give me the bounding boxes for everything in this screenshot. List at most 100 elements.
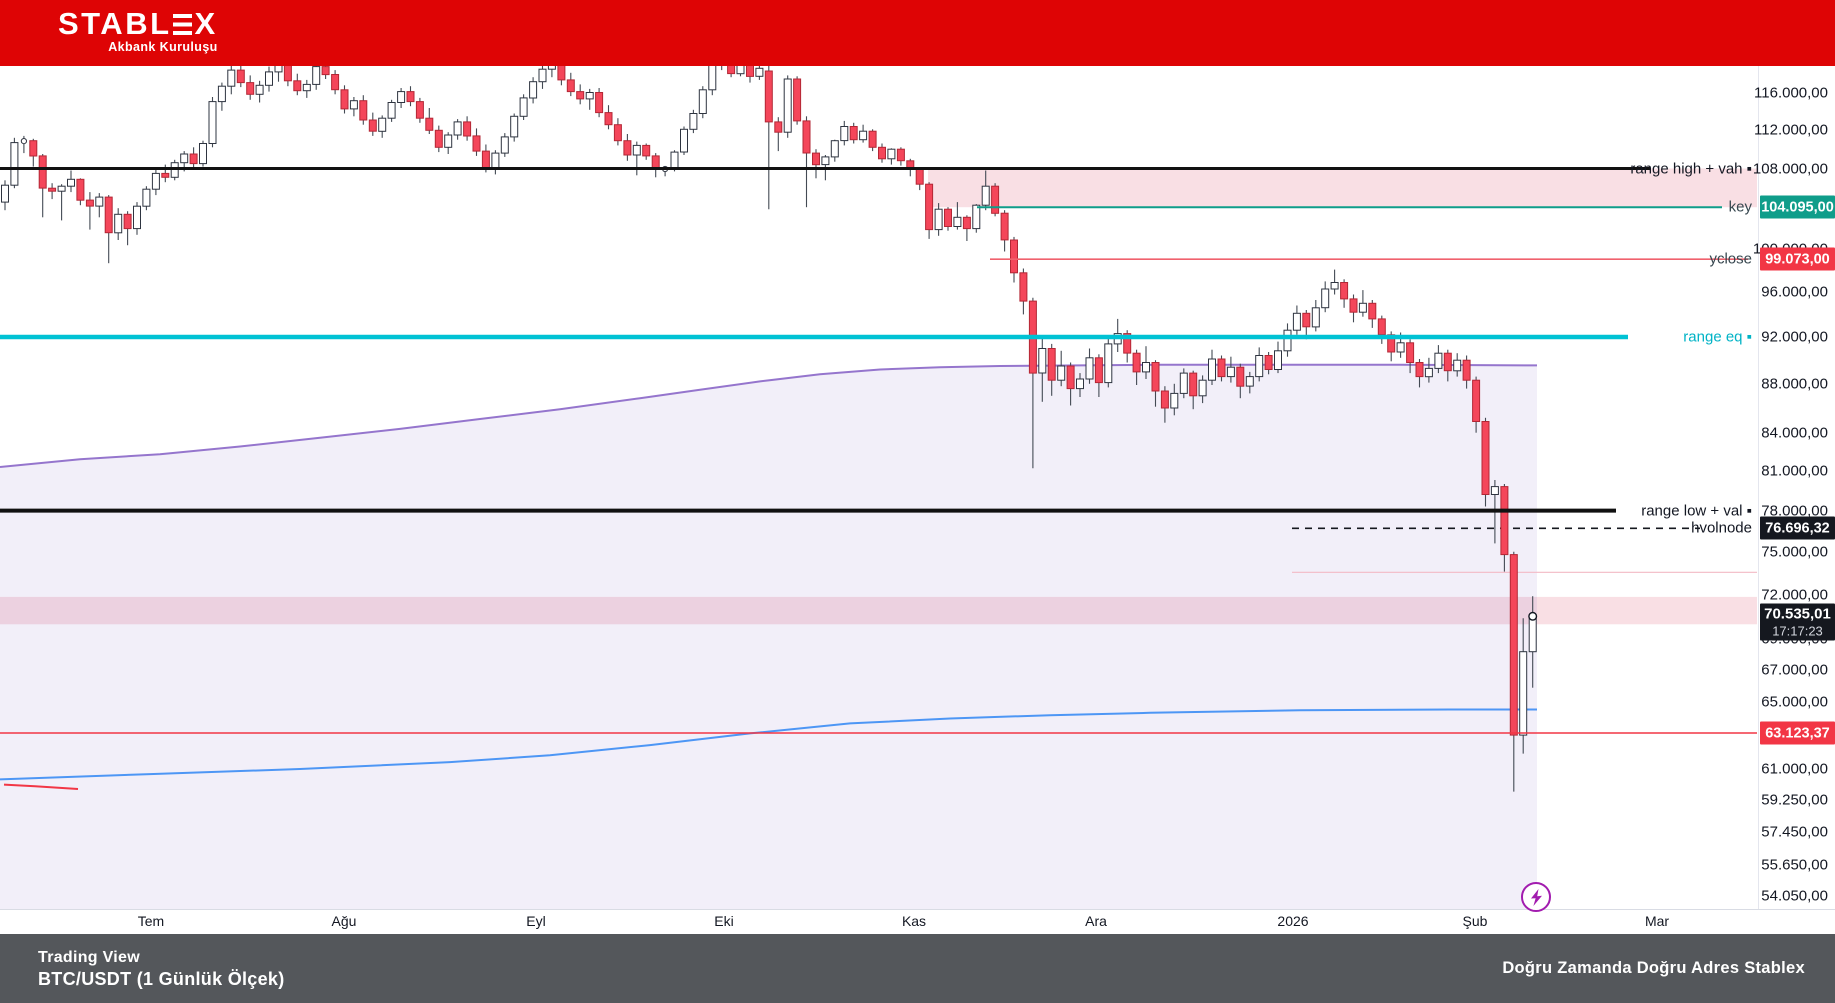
candle [595, 92, 604, 114]
candle [1472, 379, 1481, 423]
candle [236, 69, 245, 84]
candle [708, 66, 717, 91]
header-bar: STABL X Akbank Kuruluşu [0, 0, 1835, 66]
price-tick-label: 78.000,00 [1761, 502, 1828, 520]
candle [736, 66, 745, 75]
candle [1283, 329, 1292, 352]
candle [265, 71, 273, 86]
candle [359, 100, 368, 121]
candle [1151, 362, 1160, 392]
candle [1255, 355, 1264, 378]
candle [793, 78, 802, 122]
candle [1443, 352, 1452, 372]
candle [1104, 343, 1113, 384]
candle [991, 185, 1000, 214]
candle [133, 205, 141, 230]
chart-plot[interactable]: range high + vah ▪ key yclose range eq ▪ ran… [0, 66, 1758, 909]
candle [944, 208, 952, 227]
candle [783, 78, 792, 133]
time-tick-Tem: Tem [137, 913, 165, 929]
candle [1132, 352, 1141, 373]
candle [1368, 302, 1377, 320]
candle [57, 185, 66, 192]
slow-ma-purple-area [0, 364, 1537, 909]
candle [878, 146, 886, 160]
candle [378, 117, 387, 132]
candle [67, 178, 75, 187]
candle [104, 196, 113, 234]
candle [1377, 318, 1386, 336]
price-tick-label: 96.000,00 [1761, 283, 1828, 301]
candle [161, 172, 170, 178]
candle [896, 148, 905, 162]
candle [981, 185, 990, 206]
candle [802, 120, 811, 154]
candle [1094, 357, 1103, 384]
candle [500, 136, 509, 154]
price-tick-label: 112.000,00 [1754, 121, 1828, 139]
candle [1406, 342, 1415, 363]
candle [1292, 312, 1301, 331]
red-ma-stub-line [3, 783, 79, 790]
candle [1340, 282, 1349, 300]
candle [915, 169, 924, 185]
candle [312, 66, 321, 85]
candle [812, 152, 820, 166]
logo-text-right: X [194, 6, 218, 41]
candle [1000, 212, 1009, 241]
price-badge-low-close: 63.123,37 [1760, 721, 1835, 745]
candle [1179, 372, 1188, 394]
candle [1, 184, 9, 203]
candle [293, 80, 302, 92]
candlestick-chart[interactable] [0, 66, 1758, 909]
candle [1358, 302, 1367, 313]
candle [727, 66, 736, 75]
candle [547, 66, 556, 70]
candle [1019, 272, 1028, 302]
logo-e-bars-icon [172, 13, 192, 35]
candle [1066, 365, 1075, 390]
footer-symbol-timeframe: BTC/USDT (1 Günlük Ölçek) [38, 968, 285, 989]
candle [925, 183, 934, 231]
candle [764, 70, 773, 123]
candle [321, 66, 330, 76]
lightning-icon[interactable] [1521, 882, 1551, 912]
time-axis[interactable]: Tem Ağu Eyl Eki Kas Ara 2026 Şub Mar [0, 909, 1835, 935]
candle [510, 115, 519, 138]
candle [199, 143, 207, 165]
candle [76, 178, 85, 201]
candle [1453, 359, 1462, 372]
stablex-logo-text: STABL X [58, 6, 218, 41]
candle [302, 83, 311, 92]
price-tick-label: 84.000,00 [1761, 424, 1828, 442]
time-tick-Ağu: Ağu [331, 913, 357, 929]
candle [48, 187, 57, 192]
candle [840, 126, 849, 142]
price-tick-label: 72.000,00 [1761, 586, 1828, 604]
candle [1189, 372, 1198, 397]
candle [1321, 288, 1330, 309]
candle [566, 79, 575, 93]
candle [887, 148, 896, 160]
candle [680, 128, 688, 153]
candle [142, 188, 151, 207]
candle [331, 74, 340, 91]
price-badge-hvolnode: 76.696,32 [1760, 516, 1835, 540]
candle [642, 144, 651, 157]
candle [1509, 554, 1518, 736]
footer-tagline: Doğru Zamanda Doğru Adres Stablex [1502, 959, 1805, 977]
price-tick-label: 65.000,00 [1761, 693, 1828, 711]
candle [557, 66, 566, 81]
candle [368, 119, 377, 132]
price-axis[interactable]: 116.000,00112.000,00108.000,00100.000,00… [1753, 66, 1835, 909]
time-tick-Ara: Ara [1085, 913, 1107, 929]
candle [859, 130, 868, 141]
candle [623, 140, 632, 156]
candle [85, 199, 94, 207]
candle [774, 121, 783, 133]
price-tick-label: 67.000,00 [1761, 661, 1828, 679]
candle [1264, 355, 1273, 370]
time-tick-Kas: Kas [901, 913, 927, 929]
candle [585, 92, 594, 100]
